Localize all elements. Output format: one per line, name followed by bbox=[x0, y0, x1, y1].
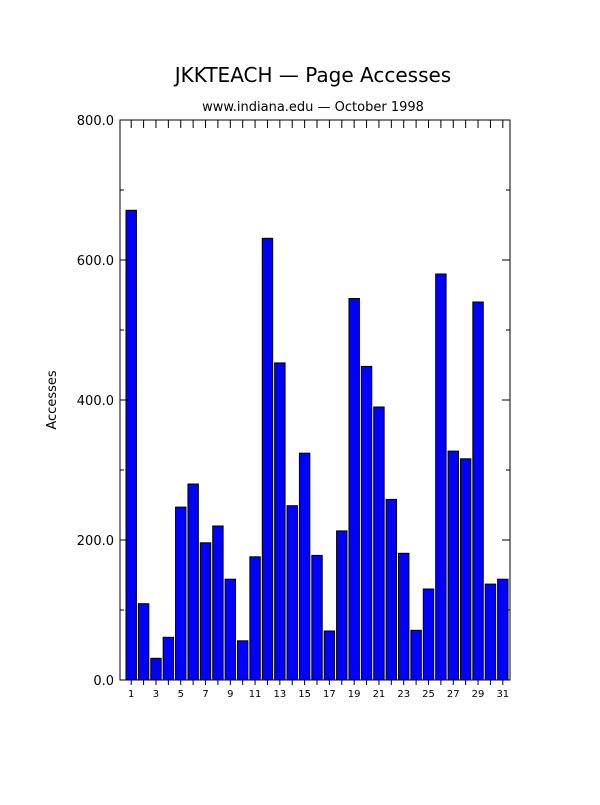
chart-title: JKKTEACH — Page Accesses bbox=[173, 63, 451, 87]
bar-day-27 bbox=[447, 450, 459, 681]
bar-day-8 bbox=[212, 525, 224, 681]
bar-day-4 bbox=[162, 636, 175, 681]
x-tick-label: 9 bbox=[227, 689, 233, 700]
bar-day-13 bbox=[274, 362, 286, 681]
x-tick-label: 19 bbox=[348, 689, 361, 700]
x-tick-label: 25 bbox=[422, 689, 435, 700]
y-tick-label: 0.0 bbox=[93, 674, 114, 689]
y-tick-label: 400.0 bbox=[77, 394, 114, 409]
bar-day-14 bbox=[286, 505, 298, 681]
x-tick-label: 5 bbox=[178, 689, 184, 700]
bar-day-26 bbox=[435, 273, 447, 681]
bar-day-21 bbox=[373, 406, 385, 681]
chart-subtitle: www.indiana.edu — October 1998 bbox=[202, 100, 424, 115]
bar-day-31 bbox=[497, 578, 509, 681]
x-tick-label: 13 bbox=[273, 689, 286, 700]
x-tick-label: 17 bbox=[323, 689, 336, 700]
bar-day-1 bbox=[125, 209, 137, 681]
bar-day-15 bbox=[298, 452, 311, 681]
axes-group: 1 3 5 7 9 11 13 15 17 19 21 23 25 27 29 310.0200.0400.0… bbox=[77, 114, 511, 700]
bar-day-7 bbox=[199, 542, 212, 681]
x-tick-label: 7 bbox=[202, 689, 208, 700]
bar-day-12 bbox=[261, 237, 274, 681]
y-tick-label: 600.0 bbox=[77, 254, 114, 269]
x-tick-label: 1 bbox=[128, 689, 134, 700]
x-tick-label: 27 bbox=[447, 689, 460, 700]
bar-day-28 bbox=[459, 458, 472, 681]
bars-group bbox=[125, 209, 509, 681]
bar-day-10 bbox=[236, 640, 249, 681]
y-tick-label: 200.0 bbox=[77, 534, 114, 549]
bar-day-17 bbox=[323, 630, 336, 681]
bar-day-9 bbox=[224, 578, 237, 681]
bar-day-3 bbox=[150, 657, 162, 681]
bar-day-25 bbox=[422, 588, 435, 681]
bar-day-19 bbox=[348, 298, 360, 681]
y-tick-label: 800.0 bbox=[77, 114, 114, 129]
x-tick-label: 11 bbox=[249, 689, 262, 700]
bar-day-16 bbox=[311, 554, 323, 681]
bar-day-20 bbox=[360, 365, 373, 681]
bar-day-11 bbox=[249, 556, 261, 681]
bar-day-22 bbox=[385, 498, 398, 681]
x-tick-label: 31 bbox=[496, 689, 509, 700]
bar-day-6 bbox=[187, 483, 199, 681]
bar-day-24 bbox=[410, 629, 422, 681]
x-tick-label: 23 bbox=[397, 689, 410, 700]
bar-day-18 bbox=[336, 530, 348, 681]
y-axis-label: Accesses bbox=[45, 370, 60, 430]
bar-day-2 bbox=[137, 603, 150, 681]
x-tick-label: 3 bbox=[153, 689, 159, 700]
bar-day-5 bbox=[175, 506, 187, 681]
bar-day-29 bbox=[472, 301, 484, 681]
x-tick-label: 29 bbox=[472, 689, 485, 700]
bar-day-30 bbox=[484, 583, 497, 681]
x-tick-label: 15 bbox=[298, 689, 311, 700]
bar-day-23 bbox=[398, 552, 410, 681]
x-tick-label: 21 bbox=[373, 689, 386, 700]
